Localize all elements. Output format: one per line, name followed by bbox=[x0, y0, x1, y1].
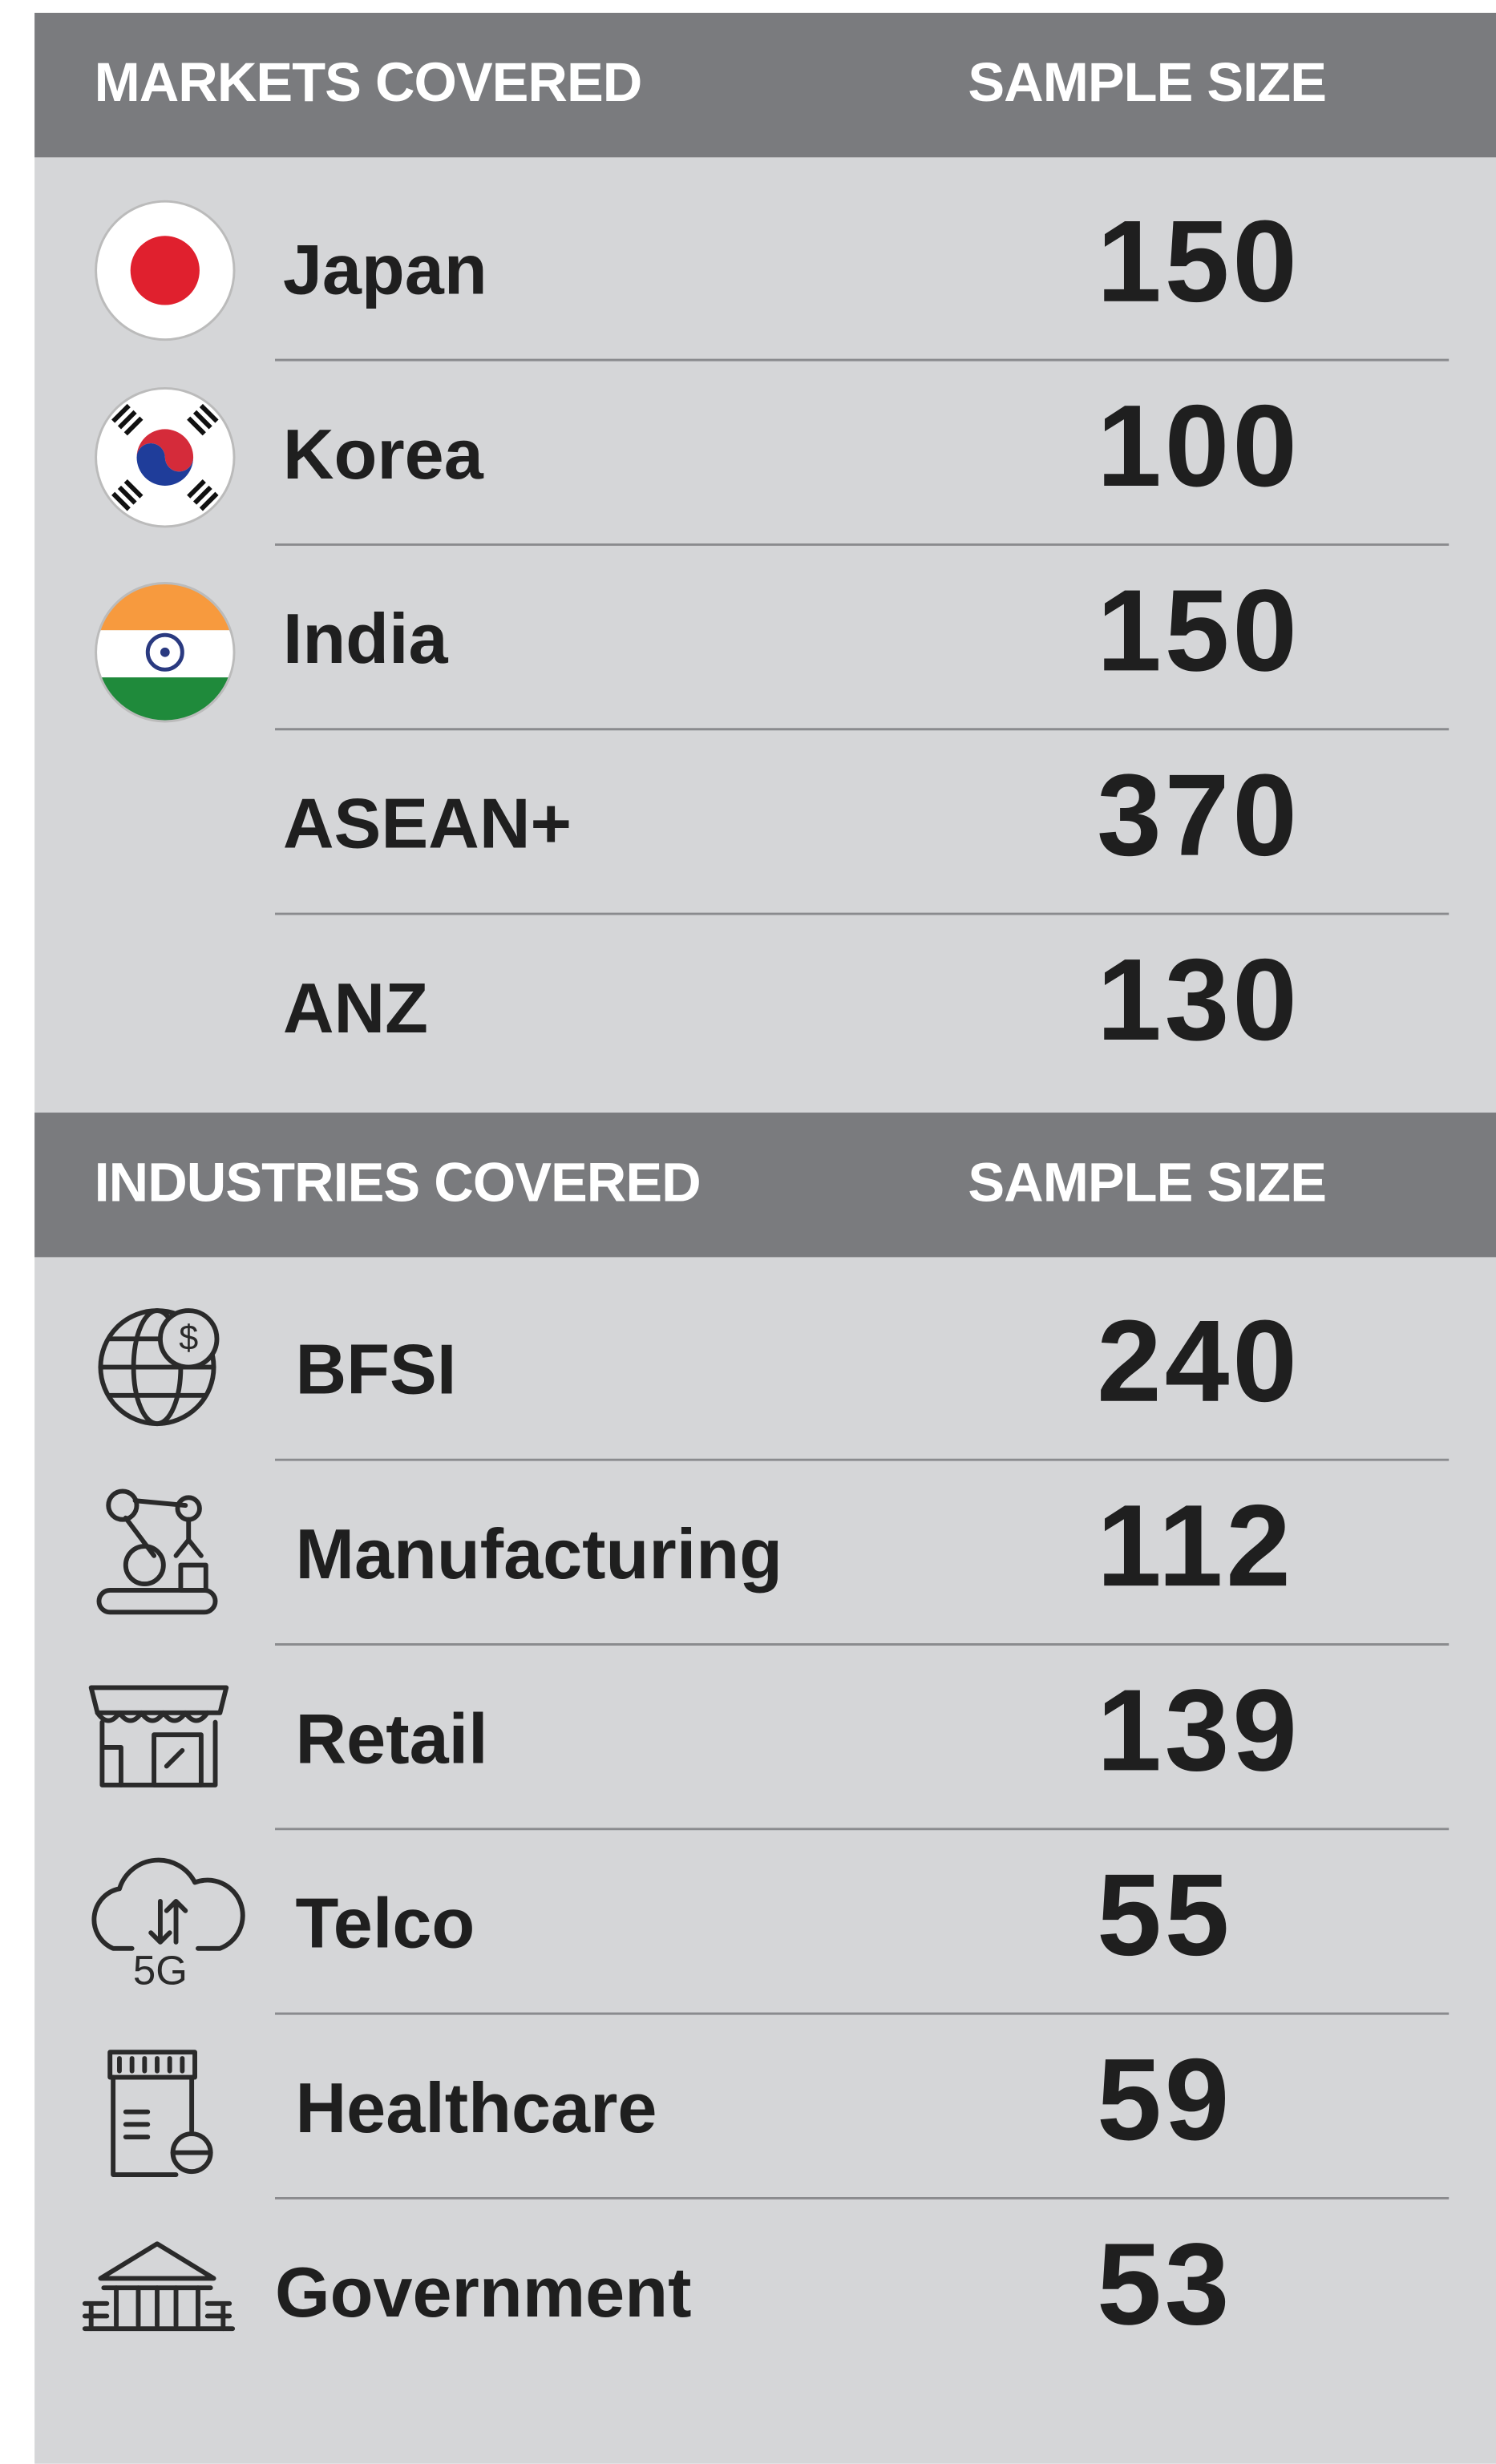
rows: MARKETS COVERED SAMPLE SIZE Japan 150 Korea 1… bbox=[34, 12, 1496, 2349]
row-value: 370 bbox=[1097, 750, 1300, 880]
row-value: 139 bbox=[1097, 1665, 1300, 1795]
row-label: Manufacturing bbox=[295, 1514, 782, 1594]
row-label: ANZ bbox=[283, 968, 428, 1048]
row-value: 150 bbox=[1097, 565, 1300, 695]
bfsi-icon: $ bbox=[98, 1308, 220, 1427]
section-header bbox=[34, 12, 1496, 158]
telco-icon: 5G bbox=[91, 1857, 245, 1993]
row-label: Retail bbox=[295, 1699, 487, 1778]
header-label: MARKETS COVERED bbox=[95, 51, 642, 113]
row-label: BFSI bbox=[295, 1330, 456, 1409]
row-value: 240 bbox=[1097, 1296, 1300, 1426]
row-value: 150 bbox=[1097, 196, 1300, 326]
row-label: Korea bbox=[283, 414, 484, 494]
india-flag bbox=[95, 582, 236, 723]
svg-text:5G: 5G bbox=[133, 1948, 188, 1993]
row-label: Telco bbox=[295, 1884, 475, 1963]
row-value: 59 bbox=[1097, 2034, 1232, 2164]
svg-text:$: $ bbox=[179, 1319, 198, 1358]
header-label: INDUSTRIES COVERED bbox=[95, 1151, 701, 1213]
row-value: 130 bbox=[1097, 935, 1300, 1064]
row-label: Healthcare bbox=[295, 2068, 657, 2147]
government-icon bbox=[82, 2241, 236, 2332]
row-value: 53 bbox=[1097, 2219, 1232, 2349]
header-label: SAMPLE SIZE bbox=[968, 1151, 1326, 1213]
manufacturing-icon bbox=[96, 1488, 218, 1615]
japan-flag bbox=[95, 200, 236, 341]
section-header bbox=[34, 1113, 1496, 1258]
row-label: India bbox=[283, 599, 449, 678]
healthcare-icon bbox=[107, 2050, 213, 2177]
row-label: ASEAN+ bbox=[283, 784, 572, 863]
korea-flag bbox=[95, 386, 236, 528]
row-label: Japan bbox=[283, 230, 487, 309]
row-value: 55 bbox=[1097, 1850, 1232, 1980]
header-label: SAMPLE SIZE bbox=[968, 51, 1326, 113]
row-value: 112 bbox=[1097, 1480, 1294, 1610]
row-value: 100 bbox=[1097, 381, 1300, 511]
row-label: Government bbox=[275, 2252, 691, 2332]
retail-icon bbox=[88, 1685, 229, 1787]
